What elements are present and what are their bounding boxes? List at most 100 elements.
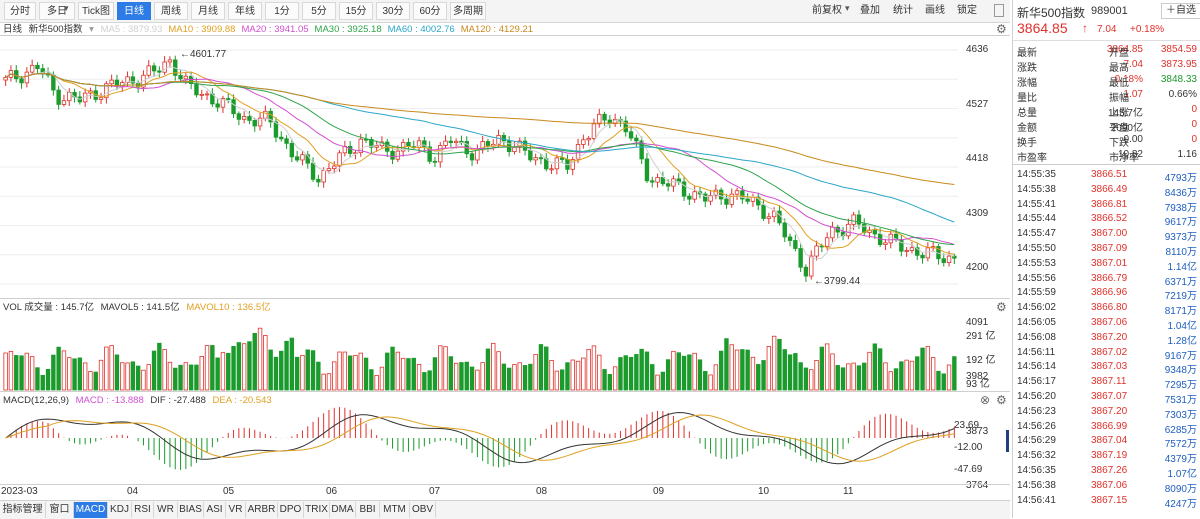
- kline-chart[interactable]: [0, 0, 1010, 518]
- period-button[interactable]: 多周期: [450, 2, 486, 20]
- volume-bar: [67, 357, 72, 391]
- toolbar-right-button[interactable]: 锁定: [957, 5, 977, 16]
- macd-line: [5, 411, 955, 465]
- volume-bar: [45, 368, 51, 391]
- period-button[interactable]: 日线: [117, 2, 151, 20]
- volume-bar: [19, 355, 24, 391]
- x-tick-label: 08: [536, 486, 548, 497]
- ma-line: [5, 73, 955, 223]
- indicator-tab[interactable]: TRIX: [304, 502, 330, 518]
- toolbar-right-button[interactable]: 画线: [925, 5, 945, 16]
- tick-cell: 4247万: [1164, 498, 1197, 510]
- tick-cell: 4793万: [1164, 173, 1197, 184]
- layout-toggle-icon[interactable]: [994, 4, 1004, 17]
- period-button[interactable]: 5分: [302, 2, 336, 20]
- volume-bar: [538, 344, 544, 391]
- indicator-tab[interactable]: ASI: [204, 502, 226, 518]
- candle: [793, 234, 798, 252]
- volume-bar: [734, 349, 740, 391]
- tick-cell: 3867.03: [1091, 361, 1128, 373]
- candle: [634, 134, 639, 147]
- volume-bar: [29, 356, 35, 391]
- y-tick-label: 4418: [966, 153, 989, 164]
- volume-bar: [178, 364, 183, 391]
- period-button[interactable]: 15分: [339, 2, 373, 20]
- period-button[interactable]: 周线: [154, 2, 188, 20]
- volume-bar: [167, 361, 173, 391]
- y-tick-label: 4200: [966, 262, 989, 273]
- volume-bar: [877, 348, 883, 391]
- tick-cell: 9167万: [1164, 350, 1197, 362]
- period-button[interactable]: 60分: [413, 2, 447, 20]
- tick-cell: 14:55:59: [1017, 287, 1056, 299]
- volume-bar: [459, 362, 464, 391]
- indicator-tab[interactable]: MACD: [74, 502, 108, 518]
- volume-bar: [321, 373, 326, 391]
- indicator-tab[interactable]: RSI: [132, 502, 154, 518]
- main-settings-gear-icon[interactable]: ⚙: [996, 22, 1007, 36]
- macd-line: [5, 414, 955, 462]
- quote-code: 989001: [1091, 5, 1128, 17]
- indicator-tab[interactable]: 窗口: [46, 502, 74, 518]
- indicator-tab[interactable]: WR: [154, 502, 178, 518]
- period-button[interactable]: 分时: [4, 2, 36, 20]
- indicator-tab[interactable]: BIAS: [178, 502, 204, 518]
- quote-cell: 1.07: [1123, 89, 1143, 100]
- indicator-tab[interactable]: DMA: [330, 502, 356, 518]
- period-button[interactable]: 月线: [191, 2, 225, 20]
- add-watchlist-button[interactable]: ＋自选: [1161, 3, 1200, 19]
- indicator-tab[interactable]: MTM: [380, 502, 410, 518]
- tick-cell: 3867.06: [1091, 317, 1128, 328]
- tick-cell: 14:55:50: [1017, 243, 1056, 254]
- adjust-dropdown-icon[interactable]: ▾: [845, 3, 850, 13]
- volume-bar: [114, 354, 120, 391]
- candle: [67, 88, 72, 106]
- volume-bar: [130, 361, 136, 391]
- candle: [369, 136, 374, 154]
- toolbar-right-button[interactable]: 前复权: [812, 5, 842, 16]
- candle: [607, 114, 613, 129]
- indicator-tab[interactable]: DPO: [278, 502, 304, 518]
- toolbar-right-button[interactable]: 统计: [893, 5, 913, 16]
- volume-bar: [35, 367, 40, 391]
- indicator-tab[interactable]: ARBR: [246, 502, 278, 518]
- volume-bar: [305, 349, 310, 391]
- candle: [528, 144, 533, 163]
- candle: [904, 247, 909, 257]
- volume-bar: [761, 360, 766, 391]
- volume-bar: [98, 359, 104, 391]
- volume-bar: [554, 370, 560, 391]
- tick-cell: 14:56:32: [1017, 450, 1056, 462]
- candle: [909, 241, 915, 254]
- indicator-tab[interactable]: VR: [226, 502, 246, 518]
- volume-bar: [575, 360, 581, 391]
- indicator-tab[interactable]: BBI: [356, 502, 380, 518]
- tick-cell: 14:55:56: [1017, 272, 1056, 284]
- indicator-tab[interactable]: KDJ: [108, 502, 132, 518]
- dropdown-arrow-icon[interactable]: ▾: [64, 3, 69, 13]
- vol-settings-gear-icon[interactable]: ⚙: [996, 300, 1007, 314]
- volume-bar: [618, 357, 623, 391]
- ma-arrow-icon[interactable]: ▾: [89, 24, 94, 35]
- divider: [0, 391, 1010, 392]
- ma-line: [5, 73, 955, 245]
- toolbar-right-button[interactable]: 叠加: [860, 5, 880, 16]
- macd-settings-gear-icon[interactable]: ⚙: [996, 393, 1007, 407]
- period-button[interactable]: 多日: [39, 2, 75, 20]
- volume-bar: [639, 348, 644, 391]
- volume-bar: [952, 356, 957, 391]
- period-button[interactable]: 30分: [376, 2, 410, 20]
- candle: [104, 81, 109, 104]
- x-tick-label: 2023-03: [1, 486, 38, 497]
- candle: [920, 252, 925, 264]
- indicator-tab[interactable]: 指标管理: [0, 502, 46, 518]
- period-button[interactable]: Tick图: [78, 2, 114, 20]
- tick-cell: 14:55:38: [1017, 183, 1056, 195]
- period-button[interactable]: 1分: [265, 2, 299, 20]
- period-button[interactable]: 年线: [228, 2, 262, 20]
- indicator-tab[interactable]: OBV: [410, 502, 436, 518]
- volume-bar: [771, 335, 777, 391]
- period-toolbar: 分时 多日 ▾ Tick图 日线 周线 月线 年线 1分 5分 15分 30分 60分 多周期 前复权 叠加统…: [0, 0, 1010, 23]
- macd-close-icon[interactable]: ⊗: [980, 393, 991, 407]
- candle: [210, 88, 215, 108]
